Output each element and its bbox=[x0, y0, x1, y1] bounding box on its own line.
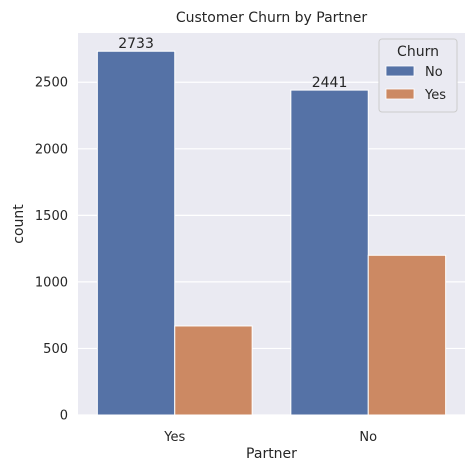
data-labels: 2733 2441 bbox=[118, 36, 347, 91]
bar-no-yes bbox=[367, 254, 447, 416]
legend-title: Churn bbox=[397, 44, 439, 60]
bar-no-no bbox=[290, 89, 369, 416]
bar-yes-no bbox=[96, 50, 176, 416]
y-tick-label: 500 bbox=[43, 342, 68, 357]
y-tick-label: 1500 bbox=[35, 209, 68, 224]
bar-yes-yes bbox=[174, 325, 253, 416]
x-axis-label: Partner bbox=[246, 446, 297, 462]
legend: Churn No Yes bbox=[378, 38, 458, 113]
bars bbox=[96, 50, 447, 416]
y-tick-label: 2500 bbox=[35, 76, 68, 91]
chart-title: Customer Churn by Partner bbox=[176, 10, 368, 26]
x-tick-labels: Yes No bbox=[163, 430, 377, 445]
y-tick-label: 2000 bbox=[35, 142, 68, 157]
legend-items: No Yes bbox=[385, 65, 446, 103]
x-tick-label: No bbox=[359, 430, 377, 445]
y-axis-label: count bbox=[11, 204, 27, 244]
x-tick-label: Yes bbox=[163, 430, 185, 445]
legend-label: Yes bbox=[424, 88, 446, 103]
legend-swatch bbox=[385, 65, 415, 77]
legend-swatch bbox=[385, 88, 415, 100]
legend-label: No bbox=[425, 65, 443, 80]
data-label: 2733 bbox=[118, 36, 154, 52]
data-label: 2441 bbox=[312, 75, 348, 91]
y-tick-label: 0 bbox=[60, 409, 68, 424]
y-tick-label: 1000 bbox=[35, 275, 68, 290]
y-tick-labels: 0 500 1000 1500 2000 2500 bbox=[35, 76, 68, 424]
